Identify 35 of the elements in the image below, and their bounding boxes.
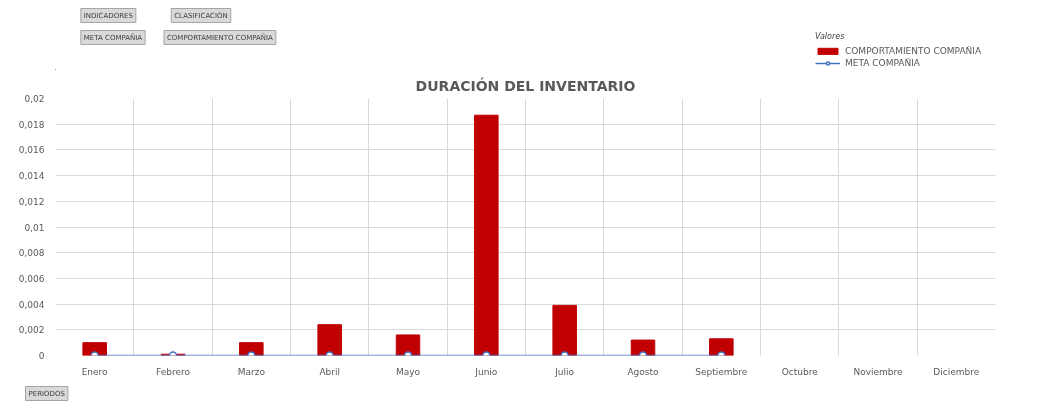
x-tick-label: Junio	[474, 366, 498, 377]
y-tick-label: 0,004	[18, 299, 45, 310]
x-tick-label: Noviembre	[853, 366, 904, 377]
x-tick-label: Septiembre	[695, 366, 748, 377]
y-tick-label: 0,016	[18, 145, 45, 156]
bar	[82, 342, 107, 356]
x-tick-label: Abril	[319, 366, 340, 377]
x-tick-label: Enero	[81, 366, 109, 377]
bar	[552, 304, 577, 356]
bar	[395, 334, 421, 356]
x-tick-label: Mayo	[395, 366, 421, 377]
y-tick-label: 0,002	[18, 325, 45, 336]
x-tick-label: Julio	[554, 366, 575, 377]
legend-title: Valores	[815, 32, 846, 41]
y-tick-label: 0,008	[18, 248, 45, 259]
bar	[239, 342, 264, 356]
bar	[709, 338, 734, 356]
x-tick-label: Diciembre	[933, 366, 980, 377]
y-tick-label: 0,012	[18, 196, 45, 207]
chart-title: DURACIÓN DEL INVENTARIO	[415, 76, 636, 94]
y-tick-label: 0	[38, 351, 45, 361]
x-tick-label: Agosto	[627, 366, 660, 377]
legend-label: META COMPAÑIA	[845, 58, 921, 68]
y-tick-label: 0,014	[18, 171, 45, 182]
bar	[630, 339, 656, 356]
y-tick-label: 0,01	[24, 222, 45, 233]
bar	[317, 324, 342, 356]
legend-label: COMPORTAMIENTO COMPAÑIA	[845, 46, 983, 56]
bar	[474, 114, 499, 356]
y-tick-label: 0,02	[24, 94, 45, 104]
y-tick-label: 0,018	[18, 119, 45, 130]
x-tick-label: Octubre	[781, 366, 819, 377]
x-tick-label: Febrero	[156, 366, 191, 377]
y-tick-label: 0,006	[18, 273, 45, 284]
x-tick-label: Marzo	[237, 366, 266, 377]
